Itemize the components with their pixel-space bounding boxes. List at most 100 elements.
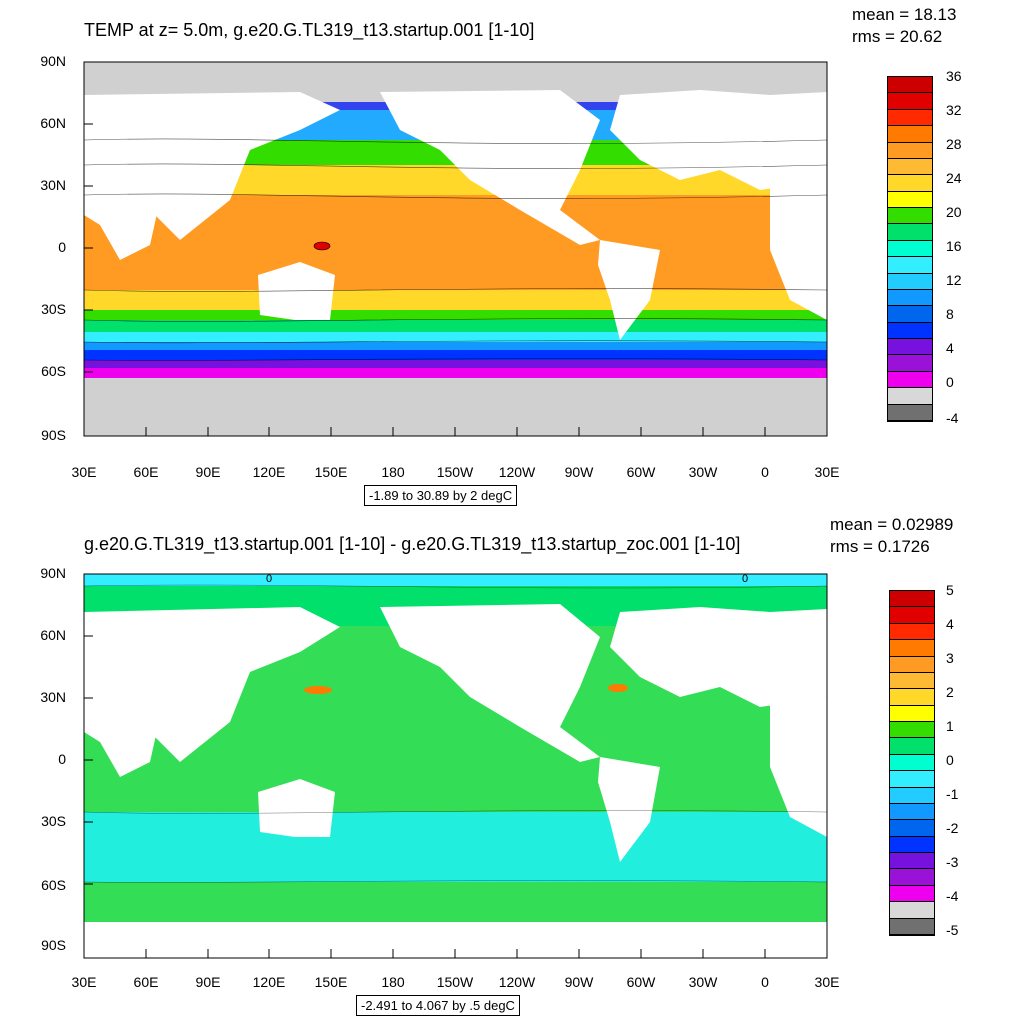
lat-label: 90N — [40, 565, 66, 581]
colorbar-segment — [890, 869, 934, 886]
warm-pool — [313, 241, 331, 251]
colorbar-segment — [888, 257, 932, 274]
lon-label: 120W — [498, 974, 536, 990]
colorbar-label: -3 — [946, 854, 959, 870]
lat-label: 90S — [41, 427, 66, 443]
lon-label: 150W — [436, 464, 474, 480]
lon-label: 0 — [761, 464, 769, 480]
lon-label: 120E — [252, 464, 286, 480]
colorbar-label: -5 — [946, 922, 959, 938]
colorbar-segment — [890, 705, 934, 722]
lon-label: 180 — [381, 974, 405, 990]
australia-landmass — [258, 779, 335, 837]
lat-label: 30S — [41, 301, 66, 317]
colorbar-segment — [888, 208, 932, 225]
colorbar-segment — [890, 836, 934, 853]
colorbar-segment — [888, 142, 932, 159]
rms-stat: rms = 0.1726 — [830, 537, 930, 556]
antarctica — [84, 378, 827, 436]
colorbar-segment — [888, 404, 932, 421]
lon-label: 150W — [436, 974, 474, 990]
lon-label: 90W — [564, 464, 594, 480]
colorbar-segment — [890, 689, 934, 706]
colorbar-label: 3 — [946, 650, 954, 666]
lat-label: 90S — [41, 937, 66, 953]
lon-label: 90E — [195, 464, 221, 480]
gulf-stream-anomaly — [608, 684, 628, 692]
europe-landmass — [610, 607, 827, 707]
lon-label: 90E — [195, 974, 221, 990]
south-america-landmass — [598, 757, 660, 862]
colorbar-label: 4 — [946, 340, 954, 356]
colorbar-label: 1 — [946, 718, 954, 734]
contour-range-box: -2.491 to 4.067 by .5 degC — [356, 995, 520, 1016]
colorbar-segment — [890, 787, 934, 804]
colorbar-segment — [888, 93, 932, 110]
colorbar-segment — [890, 738, 934, 755]
north-america-landmass — [380, 604, 600, 762]
temperature-map — [83, 61, 828, 437]
contour-range-box: -1.89 to 30.89 by 2 degC — [364, 485, 518, 506]
lon-label: 150E — [314, 974, 348, 990]
colorbar-label: 5 — [946, 582, 954, 598]
map-title: g.e20.G.TL319_t13.startup.001 [1-10] - g… — [84, 534, 741, 554]
colorbar-segment — [888, 339, 932, 356]
lat-label: 0 — [58, 751, 66, 767]
colorbar-segment — [890, 672, 934, 690]
colorbar-segment — [890, 918, 934, 935]
lon-label: 180 — [381, 464, 405, 480]
rms-stat: rms = 20.62 — [852, 27, 943, 46]
colorbar-label: 12 — [946, 272, 962, 288]
lat-label: 60S — [41, 363, 66, 379]
mean-stat: mean = 0.02989 — [830, 515, 954, 534]
colorbar-segment — [890, 656, 934, 673]
colorbar-segment — [890, 885, 934, 903]
colorbar-label: -4 — [946, 410, 959, 426]
colorbar-label: 28 — [946, 136, 962, 152]
lon-label: 60E — [133, 974, 159, 990]
colorbar-label: 36 — [946, 68, 962, 84]
colorbar-segment — [888, 273, 932, 290]
colorbar-segment — [890, 820, 934, 837]
colorbar — [889, 590, 935, 936]
colorbar — [887, 76, 933, 422]
colorbar-segment — [888, 306, 932, 323]
colorbar-segment — [890, 623, 934, 641]
contour-label: 0 — [742, 573, 748, 585]
lon-label: 90W — [564, 974, 594, 990]
lon-label: 30E — [814, 974, 840, 990]
colorbar-segment — [890, 722, 934, 739]
lon-label: 30E — [71, 974, 97, 990]
lon-label: 30W — [688, 464, 718, 480]
colorbar-segment — [890, 853, 934, 870]
contour-label: 0 — [266, 573, 272, 585]
map-title: TEMP at z= 5.0m, g.e20.G.TL319_t13.start… — [84, 20, 535, 40]
lon-label: 60W — [626, 974, 656, 990]
colorbar-label: 16 — [946, 238, 962, 254]
africa-east-landmass — [770, 180, 827, 320]
south-america-landmass — [598, 240, 660, 340]
lon-label: 60E — [133, 464, 159, 480]
colorbar-label: -4 — [946, 888, 959, 904]
lon-label: 60W — [626, 464, 656, 480]
lon-label: 30E — [71, 464, 97, 480]
lat-label: 60N — [40, 627, 66, 643]
mean-stat: mean = 18.13 — [852, 5, 957, 24]
colorbar-segment — [888, 109, 932, 127]
africa-landmass — [84, 175, 160, 260]
africa-landmass — [84, 692, 160, 777]
lon-label: 150E — [314, 464, 348, 480]
colorbar-segment — [890, 771, 934, 788]
lon-label: 120W — [498, 464, 536, 480]
lat-label: 30N — [40, 689, 66, 705]
colorbar-segment — [890, 754, 934, 772]
north-america-landmass — [380, 90, 600, 245]
colorbar-segment — [888, 355, 932, 372]
colorbar-segment — [890, 591, 934, 608]
colorbar-segment — [888, 175, 932, 192]
axis-ticks — [83, 573, 828, 959]
colorbar-segment — [888, 77, 932, 94]
colorbar-label: 0 — [946, 752, 954, 768]
colorbar-segment — [888, 126, 932, 143]
colorbar-label: 32 — [946, 102, 962, 118]
